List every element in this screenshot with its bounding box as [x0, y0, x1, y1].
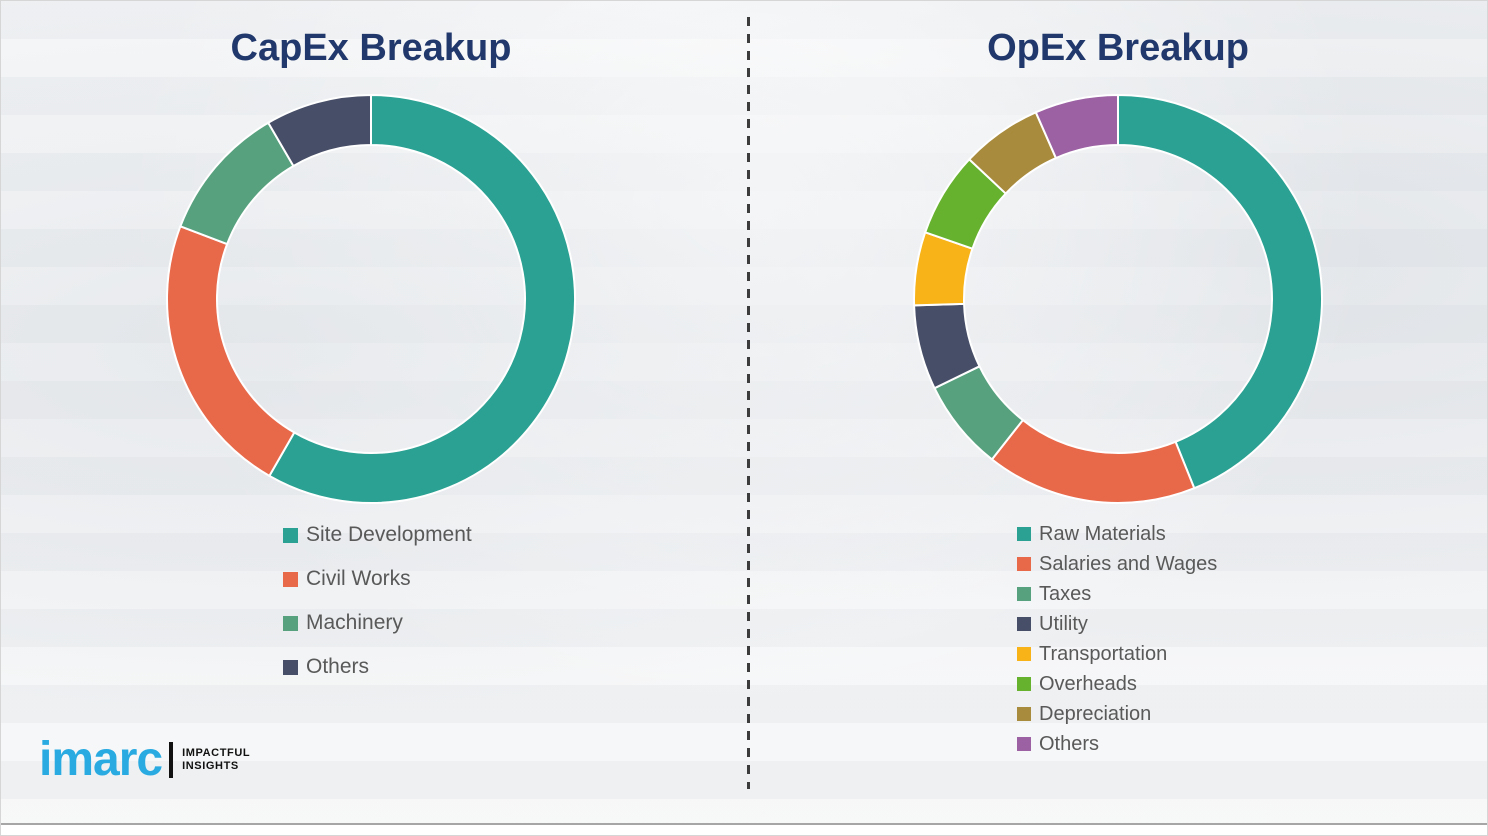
donut-segment-others [267, 94, 372, 167]
legend-label: Transportation [1039, 642, 1168, 665]
imarc-logo: imarc IMPACTFUL INSIGHTS [39, 736, 250, 784]
logo-tagline-line2: INSIGHTS [182, 760, 239, 772]
legend-swatch [1017, 737, 1031, 751]
opex-donut-chart [913, 94, 1323, 504]
donut-segment-others [1034, 94, 1119, 160]
legend-label: Overheads [1039, 672, 1137, 695]
legend-swatch [1017, 557, 1031, 571]
legend-label: Utility [1039, 612, 1088, 635]
vertical-dashed-divider [747, 17, 750, 789]
legend-label: Machinery [306, 611, 403, 634]
donut-segment-civil-works [166, 225, 296, 477]
legend-swatch [283, 615, 298, 631]
legend-label: Others [306, 655, 370, 678]
legend-label: Salaries and Wages [1039, 552, 1218, 575]
legend-item-overheads: Overheads [1017, 669, 1217, 699]
donut-segment-machinery [179, 121, 295, 246]
logo-tagline: IMPACTFUL INSIGHTS [182, 747, 250, 773]
legend-item-utility: Utility [1017, 609, 1217, 639]
legend-swatch [283, 571, 298, 587]
legend-label: Others [1039, 732, 1100, 755]
legend-item-others-capex: Others [283, 645, 472, 689]
legend-label: Raw Materials [1039, 522, 1166, 545]
logo-divider-bar [169, 742, 174, 778]
legend-item-raw-materials: Raw Materials [1017, 519, 1217, 549]
legend-swatch [283, 527, 298, 543]
capex-title: CapEx Breakup [230, 27, 512, 69]
legend-item-depreciation: Depreciation [1017, 699, 1217, 729]
legend-label: Site Development [306, 523, 472, 546]
legend-label: Taxes [1039, 582, 1092, 605]
legend-swatch [1017, 617, 1031, 631]
capex-legend: Site Development Civil Works Machinery O… [283, 513, 472, 689]
legend-swatch [1017, 587, 1031, 601]
legend-swatch [1017, 527, 1031, 541]
legend-item-taxes: Taxes [1017, 579, 1217, 609]
legend-item-salaries-and-wages: Salaries and Wages [1017, 549, 1217, 579]
legend-swatch [1017, 707, 1031, 721]
legend-label: Depreciation [1039, 702, 1152, 725]
legend-swatch [1017, 677, 1031, 691]
legend-item-civil-works: Civil Works [283, 557, 472, 601]
legend-swatch [1017, 647, 1031, 661]
opex-title: OpEx Breakup [987, 27, 1249, 69]
imarc-logo-wordmark: imarc [39, 733, 163, 786]
legend-item-site-development: Site Development [283, 513, 472, 557]
opex-legend: Raw Materials Salaries and Wages Taxes U… [1017, 519, 1217, 759]
legend-swatch [283, 659, 298, 675]
legend-item-transportation: Transportation [1017, 639, 1217, 669]
donut-segment-site-development [268, 94, 577, 504]
legend-item-others-opex: Others [1017, 729, 1217, 759]
legend-item-machinery: Machinery [283, 601, 472, 645]
bottom-frame-line [1, 823, 1487, 825]
capex-donut-chart [166, 94, 577, 504]
donut-segment-raw-materials [1117, 94, 1323, 490]
donut-segment-salaries-and-wages [990, 419, 1196, 504]
legend-label: Civil Works [306, 567, 411, 590]
logo-tagline-line1: IMPACTFUL [182, 747, 251, 759]
